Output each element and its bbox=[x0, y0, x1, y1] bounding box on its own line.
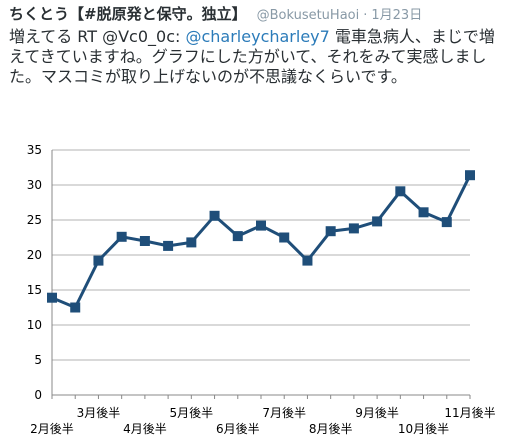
tweet-text-after: 電車急病人、まじで増えてきていますね。グラフにした方がいて、それをみて実感しまし… bbox=[9, 27, 495, 86]
x-tick-label: 10月後半 bbox=[398, 422, 449, 436]
x-tick-label: 11月後半 bbox=[444, 406, 495, 420]
data-point bbox=[256, 220, 266, 231]
x-tick-label: 6月後半 bbox=[216, 422, 260, 436]
data-point bbox=[47, 292, 57, 303]
tweet-text: 増えてる RT @Vc0_0c: @charleycharley7 電車急病人、… bbox=[9, 27, 505, 87]
tweet-timestamp[interactable]: 1月23日 bbox=[371, 8, 423, 23]
tweet-text-before: 増えてる RT @Vc0_0c: bbox=[9, 27, 186, 46]
y-tick-label: 5 bbox=[34, 353, 42, 367]
x-tick-label: 2月後半 bbox=[30, 422, 74, 436]
data-point bbox=[186, 237, 197, 248]
data-point bbox=[441, 217, 452, 228]
line-chart: 0 5 10 15 20 25 30 35 2月後半3月後半4月後半5月後半6月後半7月後半8月… bbox=[27, 143, 496, 436]
y-tick-label: 35 bbox=[27, 143, 42, 157]
y-tick-label: 0 bbox=[34, 388, 42, 402]
x-tick-label: 8月後半 bbox=[309, 422, 353, 436]
data-point bbox=[232, 231, 243, 242]
data-point bbox=[395, 186, 406, 197]
chart-image[interactable]: 0 5 10 15 20 25 30 35 2月後半 3月後半 4月後半 5月後半 6月後半 7月後半 8月… bbox=[0, 130, 513, 443]
data-point bbox=[418, 207, 429, 218]
data-point bbox=[302, 255, 313, 266]
data-point bbox=[325, 226, 336, 237]
y-tick-label: 15 bbox=[27, 283, 42, 297]
y-tick-label: 25 bbox=[27, 213, 42, 227]
x-tick-label: 9月後半 bbox=[355, 406, 399, 420]
data-point bbox=[279, 232, 290, 243]
y-tick-label: 20 bbox=[27, 248, 42, 262]
data-point bbox=[209, 210, 220, 221]
x-tick-label: 7月後半 bbox=[262, 406, 306, 420]
author-name[interactable]: ちくとう【#脱原発と保守。独立】 bbox=[9, 5, 247, 23]
data-point bbox=[139, 236, 150, 246]
data-point bbox=[116, 231, 127, 242]
data-point bbox=[163, 240, 174, 251]
data-point bbox=[93, 255, 104, 266]
x-tick-label: 5月後半 bbox=[170, 406, 214, 420]
data-point bbox=[348, 223, 359, 234]
series-line bbox=[51, 174, 472, 309]
data-point bbox=[70, 302, 81, 313]
data-point bbox=[372, 216, 383, 227]
x-tick-label: 3月後半 bbox=[77, 406, 121, 420]
mention-link[interactable]: @charleycharley7 bbox=[185, 27, 330, 46]
header-separator: · bbox=[363, 8, 368, 23]
tweet-header: ちくとう【#脱原発と保守。独立】 @BokusetuHaoi · 1月23日 bbox=[9, 3, 509, 23]
author-handle[interactable]: @BokusetuHaoi bbox=[256, 8, 360, 23]
data-point bbox=[465, 170, 475, 181]
x-tick-label: 4月後半 bbox=[123, 422, 167, 436]
y-tick-label: 30 bbox=[27, 178, 42, 192]
y-tick-label: 10 bbox=[27, 318, 42, 332]
